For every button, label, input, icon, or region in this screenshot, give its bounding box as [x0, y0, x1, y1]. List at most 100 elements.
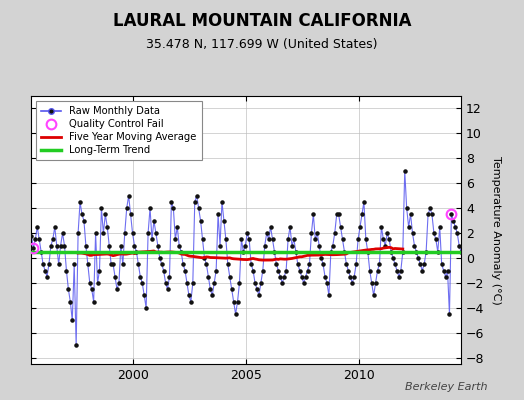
Point [232, 311, 240, 317]
Point [235, 280, 244, 286]
Point [199, 236, 207, 242]
Point [366, 267, 374, 274]
Point [424, 211, 432, 218]
Point [224, 261, 232, 268]
Point [340, 249, 348, 255]
Point [307, 230, 315, 236]
Point [103, 224, 112, 230]
Point [354, 236, 362, 242]
Point [350, 274, 358, 280]
Point [251, 280, 259, 286]
Point [187, 298, 195, 305]
Point [156, 255, 164, 261]
Point [309, 211, 318, 218]
Point [101, 211, 110, 218]
Point [151, 230, 160, 236]
Point [455, 242, 463, 249]
Point [422, 249, 430, 255]
Point [43, 274, 51, 280]
Point [58, 230, 67, 236]
Point [453, 230, 462, 236]
Point [410, 242, 419, 249]
Point [90, 298, 98, 305]
Point [435, 224, 444, 230]
Point [247, 261, 255, 268]
Point [272, 261, 281, 268]
Point [257, 280, 265, 286]
Point [253, 286, 261, 292]
Y-axis label: Temperature Anomaly (°C): Temperature Anomaly (°C) [491, 156, 501, 304]
Point [339, 236, 347, 242]
Point [136, 274, 145, 280]
Text: Berkeley Earth: Berkeley Earth [405, 382, 487, 392]
Point [383, 230, 391, 236]
Point [109, 261, 117, 268]
Point [47, 242, 55, 249]
Point [373, 267, 381, 274]
Point [150, 218, 158, 224]
Point [441, 274, 450, 280]
Point [220, 218, 228, 224]
Point [412, 249, 421, 255]
Point [118, 261, 127, 268]
Point [117, 242, 125, 249]
Point [344, 267, 353, 274]
Point [317, 255, 325, 261]
Point [405, 224, 413, 230]
Point [443, 267, 452, 274]
Point [447, 211, 455, 218]
Point [76, 199, 84, 205]
Point [115, 280, 123, 286]
Point [420, 261, 429, 268]
Point [177, 249, 185, 255]
Point [88, 286, 96, 292]
Point [27, 232, 36, 239]
Point [375, 261, 384, 268]
Point [389, 255, 397, 261]
Point [54, 261, 63, 268]
Point [449, 218, 457, 224]
Point [181, 267, 189, 274]
Point [204, 274, 213, 280]
Point [183, 280, 191, 286]
Point [49, 236, 57, 242]
Point [440, 267, 448, 274]
Point [128, 230, 137, 236]
Point [299, 280, 308, 286]
Point [173, 224, 181, 230]
Point [123, 205, 131, 211]
Point [241, 242, 249, 249]
Point [379, 236, 388, 242]
Point [426, 205, 434, 211]
Point [359, 199, 368, 205]
Point [93, 280, 102, 286]
Point [132, 249, 140, 255]
Point [377, 224, 386, 230]
Point [216, 242, 224, 249]
Point [348, 280, 356, 286]
Point [274, 267, 282, 274]
Point [41, 267, 49, 274]
Point [266, 224, 275, 230]
Point [298, 274, 306, 280]
Text: 35.478 N, 117.699 W (United States): 35.478 N, 117.699 W (United States) [146, 38, 378, 51]
Point [296, 267, 304, 274]
Point [282, 267, 290, 274]
Point [451, 224, 460, 230]
Point [167, 199, 176, 205]
Point [301, 274, 310, 280]
Point [72, 342, 80, 348]
Point [39, 261, 47, 268]
Point [268, 236, 277, 242]
Point [284, 236, 292, 242]
Point [313, 230, 321, 236]
Point [29, 245, 38, 251]
Point [414, 255, 422, 261]
Point [336, 224, 345, 230]
Point [192, 192, 201, 199]
Point [329, 242, 337, 249]
Point [395, 274, 403, 280]
Point [196, 218, 205, 224]
Text: LAURAL MOUNTAIN CALIFORNIA: LAURAL MOUNTAIN CALIFORNIA [113, 12, 411, 30]
Point [159, 267, 168, 274]
